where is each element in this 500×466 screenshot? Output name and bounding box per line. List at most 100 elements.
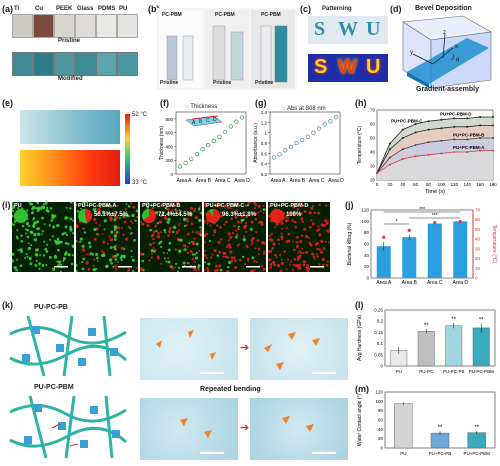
y-tick-label: 0.1 <box>377 341 384 346</box>
panel-i-label: (i) <box>2 200 11 210</box>
x-category-label: Area D <box>452 280 468 286</box>
modified-swatch-0 <box>12 52 33 76</box>
data-point <box>234 119 239 124</box>
killing-bar-1 <box>402 237 417 278</box>
data-point <box>311 130 316 135</box>
y-tick-label: 60 <box>370 122 376 127</box>
axis-theta-label: θ <box>456 58 460 64</box>
pattern-letter-s: S <box>314 18 326 40</box>
micrograph-pb-before-arrows <box>156 330 224 374</box>
series-point <box>388 156 391 159</box>
f-inset-plate <box>185 115 223 127</box>
data-point <box>288 144 294 150</box>
area-3 <box>377 150 493 180</box>
x-tick-label: 0 <box>376 182 379 187</box>
modified-swatch-2 <box>54 52 75 76</box>
pristine-swatch-1 <box>33 14 54 38</box>
data-point <box>189 156 194 161</box>
significance-mark: ** <box>438 425 443 431</box>
data-point <box>217 134 222 139</box>
data-point <box>183 160 188 166</box>
y-tick-label: 80 <box>364 230 370 235</box>
series-point <box>466 138 469 141</box>
bar-2 <box>445 325 463 367</box>
fluorescence-image-3 <box>202 200 267 274</box>
structure-2-network <box>9 395 128 459</box>
panel-k-label: (k) <box>2 300 13 310</box>
series-line-0 <box>376 116 493 174</box>
g-legend-text: Abs at 808 nm <box>286 106 326 112</box>
series-point <box>401 158 404 160</box>
series-point <box>388 163 391 166</box>
panel-m-label: (m) <box>355 384 369 394</box>
y-tick-label: 0.15 <box>374 330 383 335</box>
y-tick-label: 0.25 <box>374 308 383 313</box>
y-tick-label: 20 <box>364 264 370 269</box>
data-point <box>305 134 310 139</box>
plot-frame <box>384 309 496 367</box>
y-tick-label: 60 <box>364 242 370 247</box>
f-legend-text: Thickness <box>190 104 218 110</box>
significance-mark: ** <box>474 425 479 431</box>
series-point <box>479 137 482 139</box>
plot-frame <box>175 111 247 175</box>
thickness-chart: 0 200 400 600 800 Area A Area B Area C Area D Thi… <box>159 111 250 184</box>
x-category-label: Area B <box>290 178 306 184</box>
y-right-tick-label: 0 <box>475 276 478 281</box>
panel-b-pristine-3: Pristine <box>255 80 274 86</box>
panel-h-label: (h) <box>355 98 367 108</box>
series-label-1: PU+PC-PBM-C <box>391 119 423 124</box>
micrograph-pbm-after-arrows <box>282 416 336 454</box>
data-point <box>294 140 299 146</box>
y-right-tick-label: 10 <box>475 266 481 271</box>
axis-z-label: z <box>443 30 446 36</box>
micrograph-pbm-before <box>140 398 238 460</box>
y-right-tick-label: 30 <box>475 246 481 251</box>
y-tick-label: 0.6 <box>261 151 268 156</box>
panel-e-photo <box>20 110 120 144</box>
y-tick-label: 1.2 <box>261 120 268 125</box>
structure-2-title: PU-PC-PBM <box>34 384 74 391</box>
x-category-label: Area C <box>309 178 325 184</box>
y-tick-label: 0.2 <box>377 319 384 324</box>
thermal-letter-u: U <box>366 56 381 78</box>
killing-bar-3 <box>453 221 468 278</box>
y-tick-label: 70 <box>370 108 376 113</box>
inset-letter-a: A <box>192 120 196 126</box>
y-right-tick-label: 20 <box>475 256 481 261</box>
data-point <box>200 147 205 152</box>
temperature-point-1 <box>407 228 411 232</box>
y-tick-label: 20 <box>378 436 384 441</box>
panel-e-thermal <box>20 150 120 186</box>
series-point <box>453 151 456 153</box>
bar-3 <box>472 327 490 367</box>
material-label-5: PU <box>119 6 128 12</box>
temperature-point-2 <box>433 221 437 225</box>
absorbance-chart: 0.2 0.4 0.6 0.8 1 1.2 1.4 Area A Area B Area C Are… <box>253 110 344 184</box>
series-line-1 <box>376 125 493 174</box>
fluorescence-value-1: 56.1%±7.5% <box>94 212 128 218</box>
data-point <box>283 148 288 153</box>
thermal-letter-s: S <box>314 56 328 78</box>
x-category-label: PU-PC-PBM <box>469 369 495 374</box>
series-point <box>479 124 482 127</box>
panel-d-title: Bevel Deposition <box>415 5 472 12</box>
x-tick-label: 160 <box>476 182 484 187</box>
pristine-swatch-3 <box>75 14 96 38</box>
y-axis-label: Thickness (nm) <box>159 126 165 161</box>
series-point <box>440 118 443 121</box>
pattern-letter-u: U <box>366 18 381 40</box>
significance-mark: *** <box>419 207 425 213</box>
bacterial-killing-chart: Area A Area B Area C Area D 0 20 40 60 80 100 120 0… <box>347 207 497 286</box>
data-point <box>322 122 327 127</box>
x-category-label: Area A <box>376 280 392 286</box>
series-point <box>453 138 456 141</box>
y-tick-label: 0.05 <box>374 352 383 357</box>
temperature-time-chart: 0 20 40 60 80 100 120 140 160 180203040506070PU+P… <box>357 108 497 196</box>
series-point <box>440 152 443 155</box>
x-category-label: Area C <box>215 178 231 184</box>
data-point <box>211 138 216 144</box>
significance-mark: *** <box>432 213 438 219</box>
data-point <box>333 115 339 120</box>
